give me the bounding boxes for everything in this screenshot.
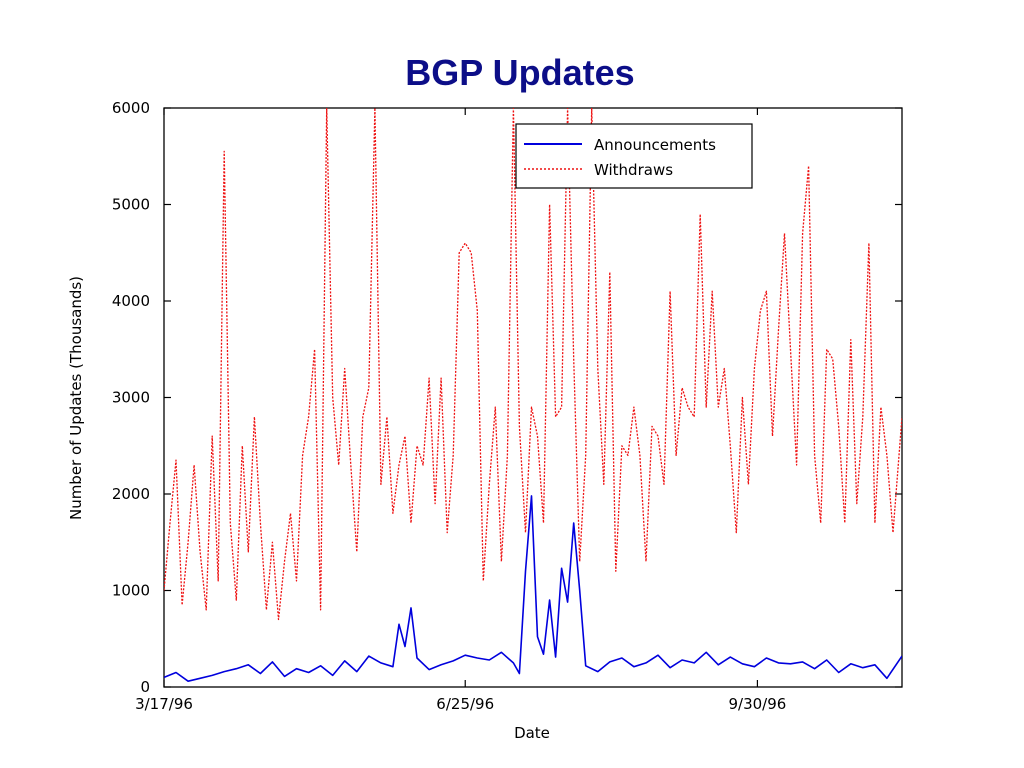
series-line-withdraws [164,108,902,621]
chart-title: BGP Updates [405,52,635,93]
x-tick-label: 6/25/96 [436,695,494,713]
y-tick-label: 2000 [112,485,150,503]
y-tick-label: 1000 [112,582,150,600]
y-tick-label: 0 [140,678,150,696]
y-tick-label: 5000 [112,196,150,214]
legend-label-withdraws: Withdraws [594,161,673,179]
x-tick-label: 3/17/96 [135,695,193,713]
series-line-announcements [164,495,902,683]
x-axis-label: Date [514,724,550,742]
legend-box [515,123,753,189]
plot-frame [163,107,903,688]
y-axis-label: Number of Updates (Thousands) [67,276,85,520]
x-tick-label: 9/30/96 [728,695,786,713]
x-axis: 3/17/96 6/25/96 9/30/96 [135,108,786,713]
y-tick-label: 6000 [112,99,150,117]
y-tick-label: 4000 [112,292,150,310]
legend: Announcements Withdraws [515,123,753,189]
y-tick-label: 3000 [112,389,150,407]
y-axis: 0 1000 2000 3000 4000 5000 6000 [112,99,902,696]
series-layer [164,108,902,683]
legend-label-announcements: Announcements [594,136,716,154]
plot-area [163,107,903,688]
